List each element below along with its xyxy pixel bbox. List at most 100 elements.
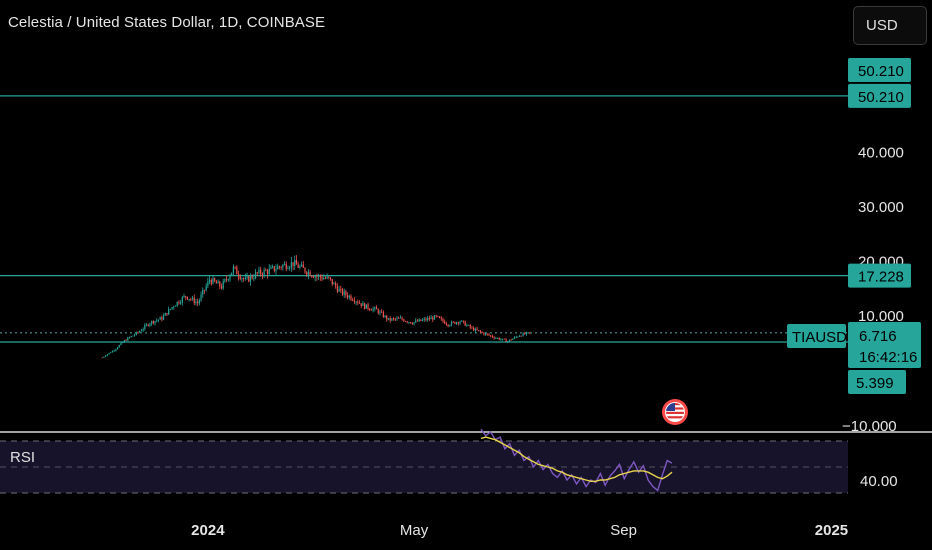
candle	[232, 266, 235, 273]
candle	[326, 276, 328, 279]
candle	[118, 345, 120, 348]
candle	[438, 316, 441, 318]
candle	[266, 270, 269, 275]
candle	[282, 264, 284, 268]
candle	[280, 266, 282, 268]
candle	[289, 267, 291, 269]
candle	[162, 315, 165, 320]
rsi-indicator-label[interactable]: RSI	[10, 449, 36, 466]
candle	[500, 339, 502, 341]
rsi-tick-label: 40.00	[860, 473, 898, 490]
candle	[157, 319, 160, 321]
candle	[229, 275, 231, 280]
time-axis[interactable]: 2024 May Sep 2025	[191, 522, 848, 539]
candle	[190, 299, 192, 300]
candle	[185, 295, 187, 297]
candle	[191, 297, 194, 300]
candle	[139, 331, 141, 333]
candle	[318, 275, 320, 277]
candle	[312, 276, 315, 278]
candle	[304, 267, 306, 273]
y-tick-label: 10.000	[858, 308, 904, 325]
candle	[336, 286, 338, 292]
symbol-badge[interactable]: TIAUSD	[787, 324, 847, 348]
candle	[285, 263, 287, 269]
candle	[178, 301, 180, 304]
currency-button[interactable]: USD	[853, 6, 927, 45]
candle	[122, 342, 124, 344]
candle	[239, 276, 241, 280]
candle	[278, 266, 281, 268]
candle	[396, 318, 398, 320]
candle	[159, 317, 161, 320]
candle	[433, 315, 436, 320]
candle	[154, 320, 156, 324]
candle	[503, 338, 505, 340]
candle	[115, 349, 117, 351]
candle	[329, 277, 332, 280]
us-flag-icon[interactable]	[662, 399, 688, 425]
candle	[478, 330, 480, 331]
candle	[299, 266, 301, 268]
candle	[219, 281, 221, 287]
candle	[401, 317, 403, 320]
top-badge[interactable]: 50.210	[848, 58, 911, 82]
y-tick-label: 40.000	[858, 145, 904, 162]
candle	[243, 278, 245, 280]
candle	[340, 288, 342, 290]
rsi-ma-line	[480, 436, 673, 482]
candle	[456, 322, 458, 324]
candle	[512, 338, 514, 340]
candle	[174, 305, 177, 307]
candle	[488, 334, 490, 336]
candle	[234, 266, 236, 268]
candle	[333, 283, 335, 285]
candle	[495, 338, 497, 339]
candle	[205, 285, 207, 291]
last-price-badge[interactable]: 6.716 16:42:16	[848, 322, 921, 368]
candle	[251, 275, 253, 279]
candle	[432, 317, 434, 320]
candle	[113, 350, 115, 352]
candle	[415, 320, 417, 323]
candle	[265, 270, 267, 271]
candle	[353, 300, 355, 303]
candle	[350, 295, 352, 300]
candle	[338, 288, 340, 292]
candle	[360, 303, 362, 306]
candle	[450, 321, 453, 326]
candle	[173, 306, 175, 308]
candle	[467, 324, 470, 326]
candle	[106, 354, 108, 356]
candle	[490, 335, 492, 337]
candle	[198, 300, 200, 304]
candle	[457, 322, 459, 324]
candle	[210, 279, 212, 284]
candle	[370, 309, 373, 311]
candle	[418, 319, 420, 322]
candle	[386, 315, 388, 320]
candle	[324, 278, 327, 279]
candle	[195, 302, 197, 304]
candle	[367, 304, 369, 309]
candle	[212, 278, 214, 284]
candle	[479, 330, 482, 332]
candle	[314, 276, 316, 278]
candle	[283, 263, 286, 265]
candle	[459, 321, 461, 324]
y-tick-label: 30.000	[858, 199, 904, 216]
countdown-timer: 16:42:16	[859, 349, 917, 366]
candle	[510, 339, 512, 341]
candle	[406, 321, 408, 323]
candle	[520, 335, 522, 337]
level-badges[interactable]: 50.210 17.228 5.399	[848, 83, 911, 394]
candle	[125, 340, 127, 342]
candle	[249, 275, 252, 282]
candle	[116, 347, 119, 350]
candle	[369, 308, 371, 310]
candle	[473, 327, 475, 331]
candle	[524, 333, 526, 335]
candle	[311, 276, 313, 277]
candle	[440, 317, 442, 319]
